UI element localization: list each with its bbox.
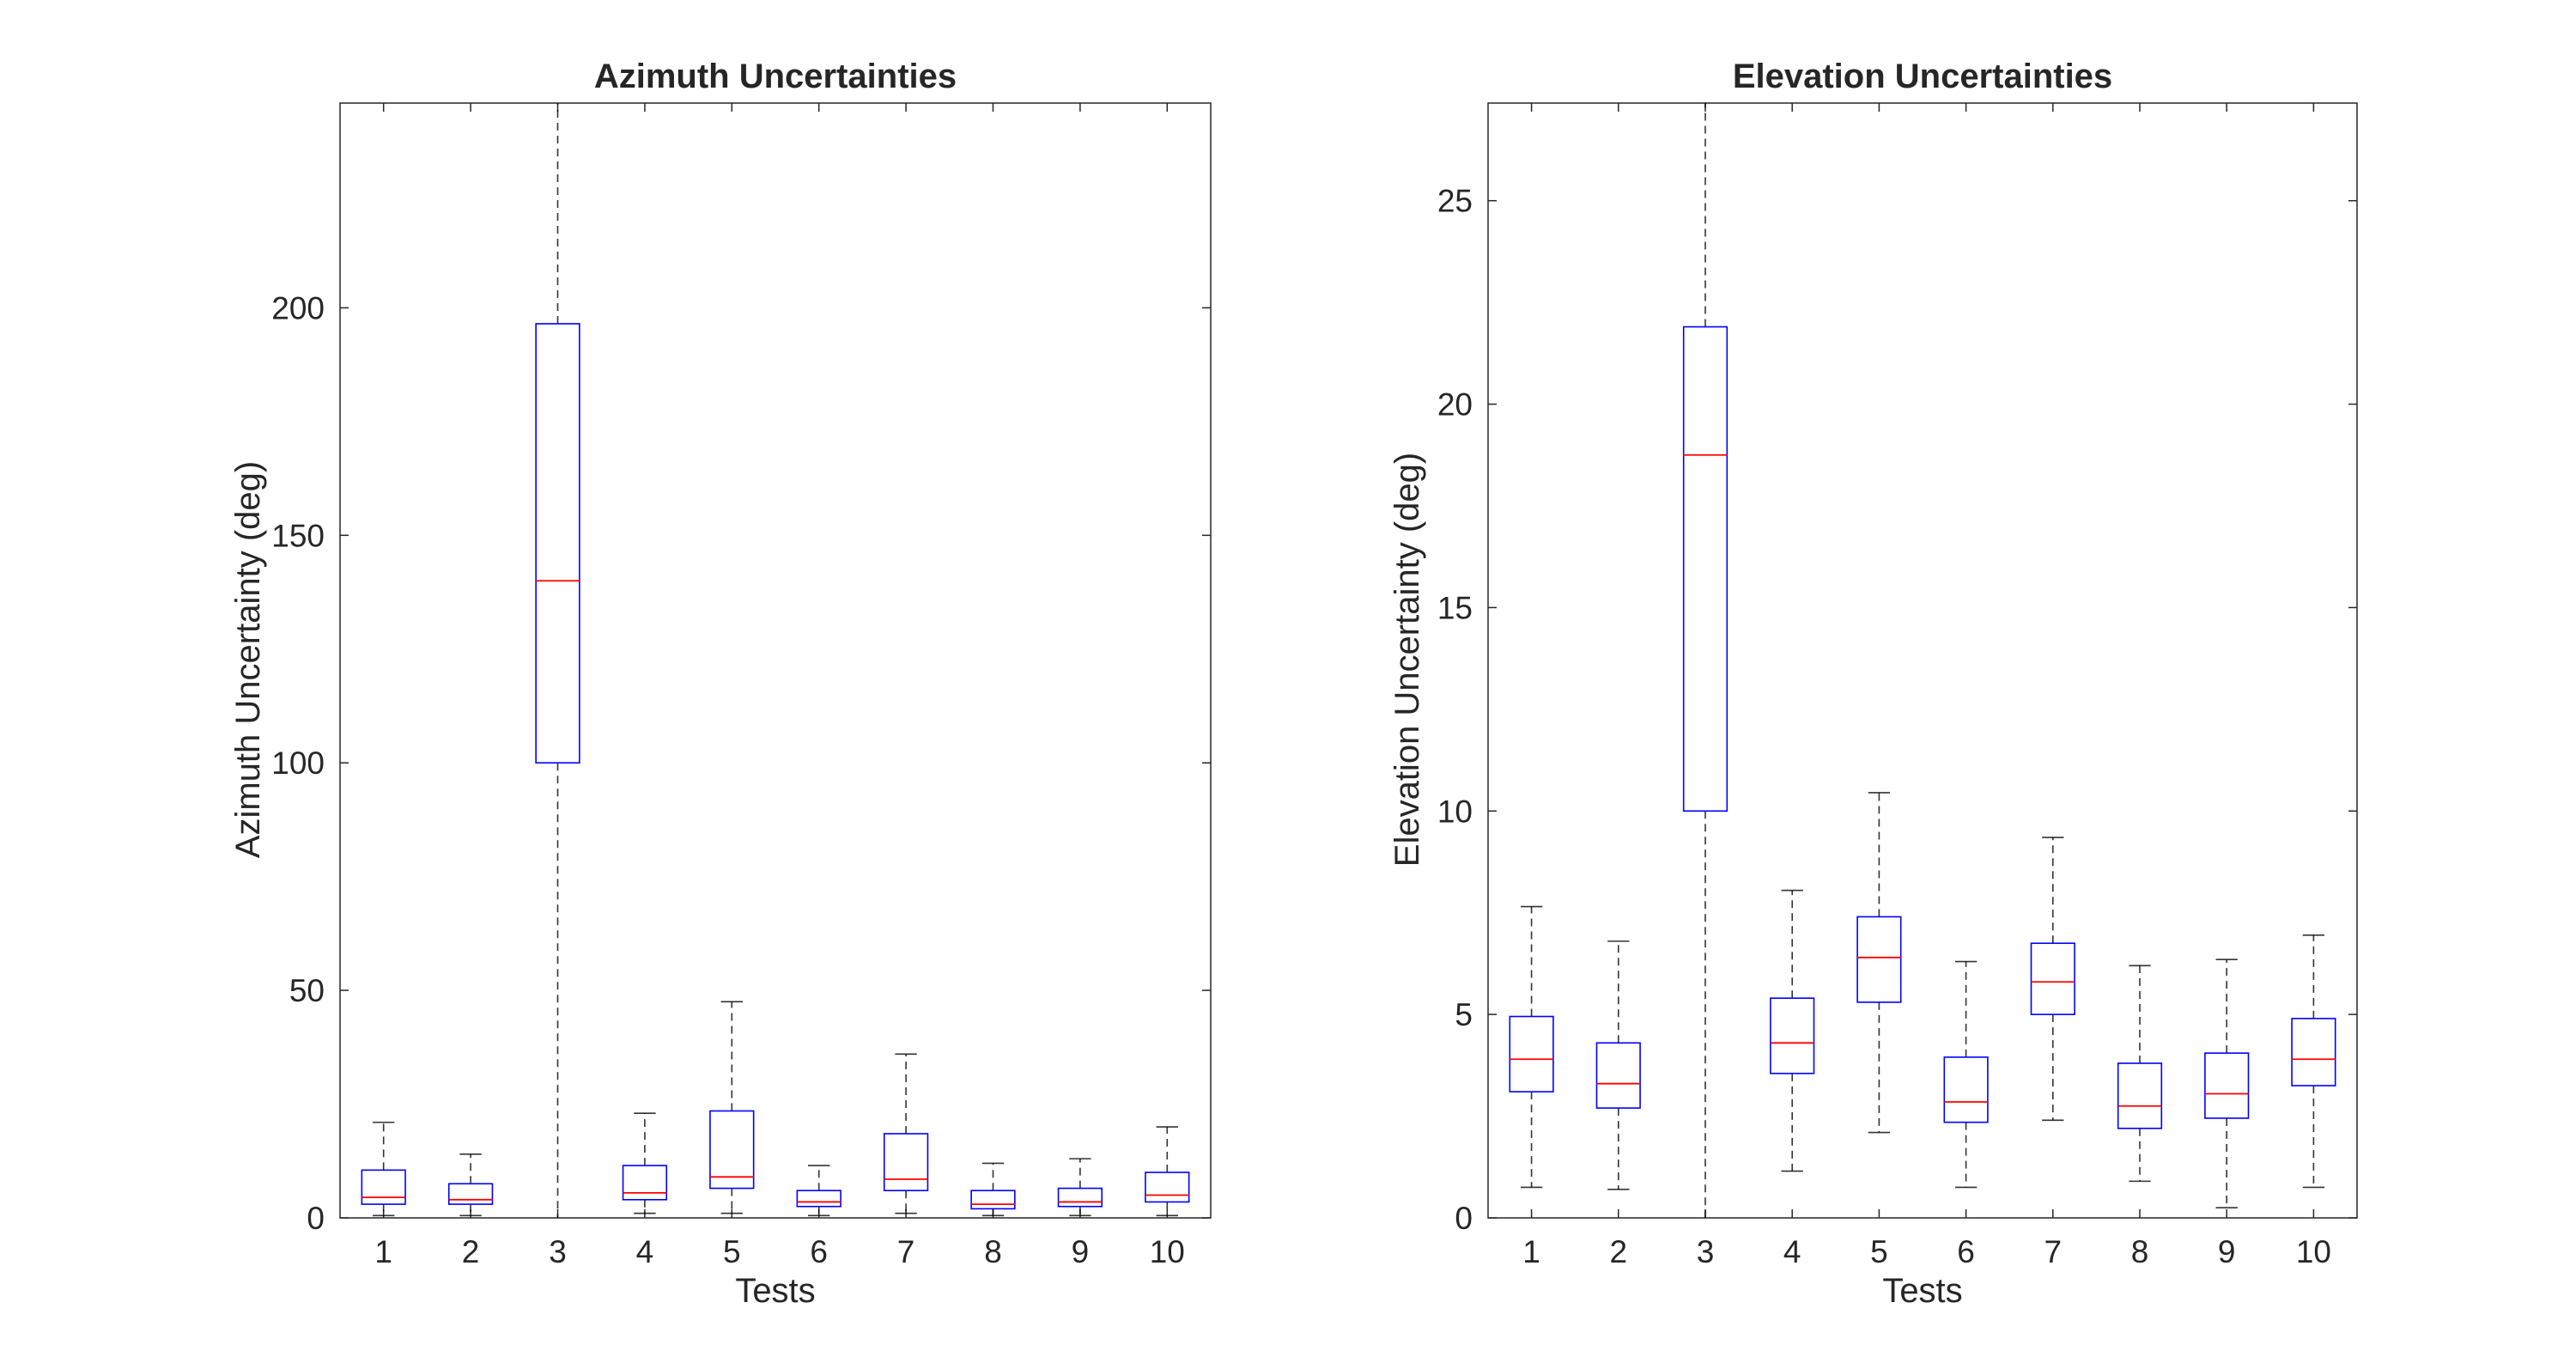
box-test-8 (970, 1162, 1016, 1217)
y-tick-label: 0 (307, 1201, 325, 1236)
elevation-chart-title: Elevation Uncertainties (1733, 58, 2112, 95)
box-test-2 (447, 1153, 494, 1217)
box-test-9 (2204, 958, 2250, 1208)
iqr-box (2030, 942, 2075, 1015)
x-tick-label: 7 (2044, 1234, 2063, 1269)
x-tick-label: 2 (1610, 1234, 1628, 1269)
iqr-box (1682, 326, 1728, 812)
box-test-3 (535, 103, 580, 1218)
x-tick-label: 1 (374, 1234, 392, 1269)
iqr-box (1856, 916, 1902, 1003)
box-test-8 (2117, 965, 2163, 1183)
box-test-7 (883, 1053, 929, 1214)
box-test-9 (1057, 1158, 1103, 1217)
x-tick-label: 3 (1697, 1234, 1715, 1269)
iqr-box (2291, 1018, 2336, 1086)
iqr-box (1595, 1042, 1641, 1109)
iqr-box (1943, 1056, 1989, 1123)
x-tick-label: 1 (1522, 1234, 1540, 1269)
y-tick-label: 200 (271, 290, 325, 326)
box-test-6 (1943, 960, 1989, 1189)
elevation-x-axis-label: Tests (1882, 1272, 1962, 1310)
iqr-box (1509, 1015, 1554, 1092)
box-test-5 (1856, 792, 1902, 1134)
iqr-box (1770, 997, 1815, 1074)
y-tick-label: 0 (1455, 1201, 1473, 1236)
plot-area-frame (339, 102, 1212, 1219)
box-test-5 (709, 1001, 755, 1214)
box-test-1 (1509, 905, 1554, 1189)
y-tick-label: 25 (1437, 184, 1473, 219)
iqr-box (361, 1169, 406, 1205)
x-tick-label: 5 (723, 1234, 741, 1269)
iqr-box (535, 323, 580, 764)
box-test-4 (1770, 889, 1815, 1172)
elevation-y-axis-label: Elevation Uncertainty (deg) (1388, 453, 1426, 867)
iqr-box (709, 1110, 755, 1190)
plot-area-frame (1487, 102, 2358, 1219)
x-tick-label: 10 (1150, 1234, 1185, 1269)
iqr-box (2117, 1062, 2163, 1129)
box-test-2 (1595, 940, 1641, 1190)
box-test-4 (622, 1112, 668, 1214)
x-tick-label: 6 (810, 1234, 828, 1269)
x-tick-label: 4 (636, 1234, 654, 1269)
x-tick-label: 8 (984, 1234, 1002, 1269)
box-test-6 (796, 1165, 841, 1217)
y-tick-label: 100 (271, 745, 325, 781)
x-tick-label: 8 (2131, 1234, 2149, 1269)
box-test-10 (1145, 1126, 1190, 1217)
iqr-box (883, 1133, 929, 1192)
y-tick-label: 5 (1455, 997, 1473, 1032)
y-tick-label: 15 (1437, 590, 1473, 625)
iqr-box (622, 1165, 668, 1201)
iqr-box (1145, 1171, 1190, 1203)
x-tick-label: 6 (1957, 1234, 1975, 1269)
azimuth-y-axis-label: Azimuth Uncertainty (deg) (229, 461, 267, 858)
azimuth-x-axis-label: Tests (735, 1272, 815, 1310)
azimuth-chart-title: Azimuth Uncertainties (594, 58, 957, 95)
x-tick-label: 9 (1072, 1234, 1090, 1269)
x-tick-label: 2 (462, 1234, 480, 1269)
y-tick-label: 10 (1437, 794, 1473, 829)
x-tick-label: 9 (2218, 1234, 2236, 1269)
y-tick-label: 150 (271, 518, 325, 553)
x-tick-label: 10 (2296, 1234, 2331, 1269)
box-test-1 (361, 1121, 406, 1217)
y-tick-label: 50 (289, 973, 325, 1008)
box-test-3 (1682, 103, 1728, 1218)
x-tick-label: 4 (1783, 1234, 1801, 1269)
x-tick-label: 5 (1870, 1234, 1888, 1269)
x-tick-label: 7 (897, 1234, 915, 1269)
x-tick-label: 3 (549, 1234, 567, 1269)
box-test-10 (2291, 934, 2336, 1189)
box-test-7 (2030, 837, 2075, 1122)
y-tick-label: 20 (1437, 387, 1473, 423)
iqr-box (2204, 1052, 2250, 1119)
